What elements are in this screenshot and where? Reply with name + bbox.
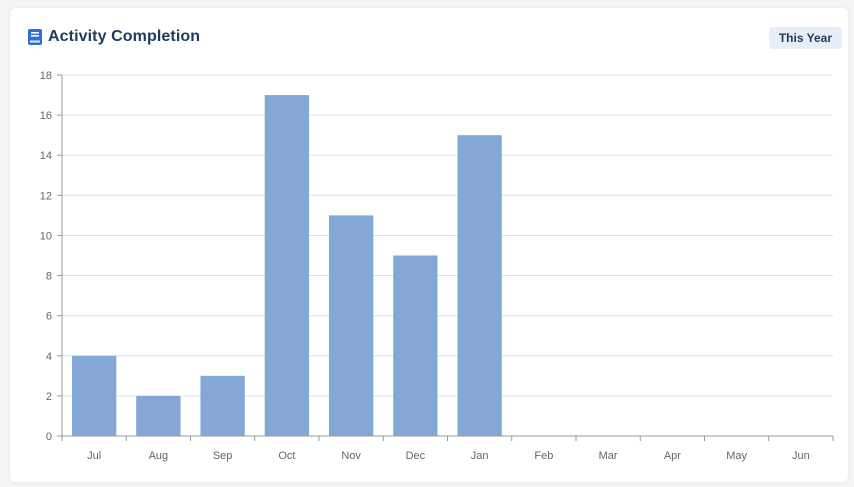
- y-tick-label: 16: [40, 110, 52, 122]
- y-tick-label: 8: [46, 271, 52, 283]
- bar-aug: [136, 395, 181, 436]
- bar-nov: [328, 215, 374, 436]
- x-tick-label: Jan: [471, 450, 489, 462]
- bar-oct: [264, 95, 310, 437]
- bars: [71, 95, 502, 437]
- x-tick-label: May: [726, 450, 747, 462]
- y-tick-label: 18: [40, 70, 52, 82]
- bar-dec: [393, 255, 438, 436]
- y-tick-label: 4: [46, 351, 52, 363]
- x-tick-label: Sep: [213, 450, 233, 462]
- card-header: Activity Completion This Year: [28, 24, 842, 52]
- x-tick-label: Apr: [664, 450, 681, 462]
- book-icon: [28, 29, 42, 45]
- bar-jan: [457, 135, 502, 436]
- period-filter-button[interactable]: This Year: [768, 27, 842, 49]
- y-tick-label: 12: [40, 190, 52, 202]
- y-tick-label: 0: [46, 431, 52, 443]
- x-tick-label: Nov: [341, 450, 361, 462]
- x-tick-label: Jun: [792, 450, 810, 462]
- chart-title: Activity Completion: [48, 28, 201, 45]
- grid-lines: [62, 74, 833, 397]
- bar-sep: [200, 375, 245, 436]
- y-tick-label: 6: [46, 311, 52, 323]
- y-tick-label: 2: [46, 391, 52, 403]
- x-tick-label: Aug: [149, 450, 169, 462]
- x-tick-label: Oct: [278, 450, 295, 462]
- x-tick-label: Jul: [87, 450, 101, 462]
- x-tick-label: Dec: [406, 450, 426, 462]
- y-tick-label: 14: [40, 150, 52, 162]
- title-group: Activity Completion: [28, 28, 200, 46]
- bar-jul: [71, 355, 117, 436]
- x-tick-label: Mar: [599, 450, 618, 462]
- axes: 0 2 4 6 8 10 12 14 16 18 Jul Aug Sep Oct Nov Dec Jan Feb M…: [40, 70, 834, 462]
- x-tick-label: Feb: [534, 450, 553, 462]
- y-tick-label: 10: [40, 230, 52, 242]
